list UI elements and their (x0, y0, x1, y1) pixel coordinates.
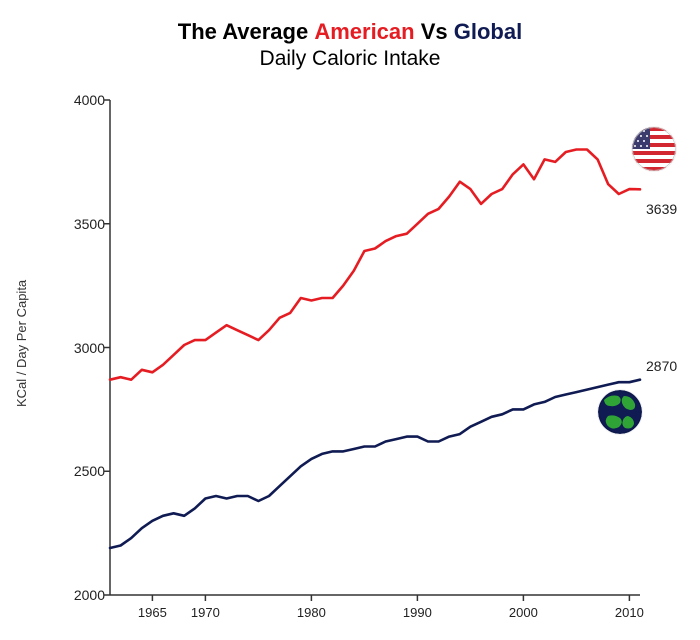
globe-icon (598, 390, 642, 434)
axes (104, 100, 640, 601)
line-chart (0, 0, 700, 640)
chart-page: The Average American Vs Global Daily Cal… (0, 0, 700, 640)
global-series (110, 380, 640, 548)
american-series (110, 150, 640, 380)
